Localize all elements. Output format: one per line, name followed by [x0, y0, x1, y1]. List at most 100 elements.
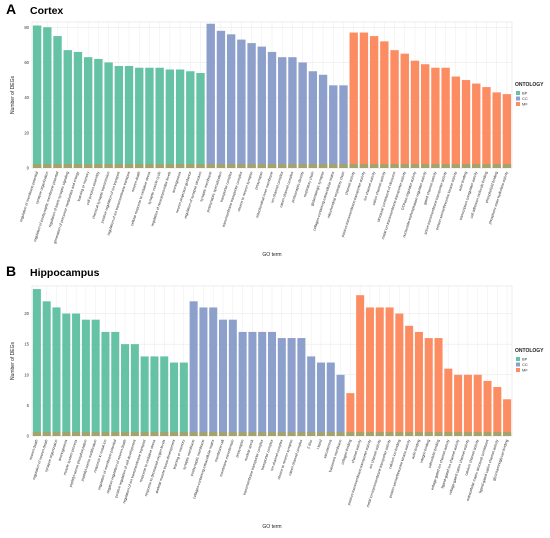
bar-base-strip [216, 164, 226, 168]
x-tick-label: passive transmembrane transporter activi… [347, 439, 372, 506]
bar-bp [145, 67, 154, 168]
x-tick-label: collagen binding [340, 439, 352, 465]
x-tick-label: sarcolemma [323, 439, 333, 459]
bar-base-strip [91, 432, 100, 436]
bar-base-strip [451, 164, 461, 168]
bar-mf [395, 313, 404, 436]
bar-bp [111, 331, 120, 436]
bar-mf [410, 60, 420, 169]
x-axis-title: GO term [262, 524, 281, 530]
bar-base-strip [267, 164, 277, 168]
bar-mf [502, 94, 512, 168]
bar-base-strip [101, 432, 110, 436]
bar-mf [390, 50, 399, 168]
cortex-bar-chart: 0 20 40 60 80 regulation of membrane potentia… [10, 21, 544, 258]
bar-base-strip [72, 432, 81, 436]
legend-swatch-mf [516, 102, 520, 106]
legend-swatch-mf [516, 368, 520, 372]
bar-base-strip [226, 164, 236, 168]
bar-base-strip [121, 432, 130, 436]
x-tick-label: channel activity [344, 171, 355, 196]
bar-bp [94, 58, 103, 168]
bar-base-strip [237, 164, 246, 168]
y-tick-label: 20 [24, 130, 29, 135]
legend-swatch-cc [516, 96, 520, 101]
bar-bp [72, 313, 81, 436]
bar-base-strip [145, 164, 154, 168]
legend-swatch-cc [516, 362, 520, 367]
bar-base-strip [150, 432, 159, 436]
legend-label: MF [522, 101, 528, 106]
bar-base-strip [308, 164, 318, 168]
bar-cc [277, 338, 286, 436]
y-tick-label: 20 [24, 311, 29, 316]
x-tick-label: presynapse [254, 171, 264, 190]
bar-base-strip [318, 164, 328, 168]
x-tick-label: regulation of membrane potential [19, 171, 39, 222]
x-tick-label: channel activity [351, 439, 362, 464]
bar-base-strip [160, 432, 169, 436]
bar-bp [63, 50, 72, 168]
bar-base-strip [73, 164, 83, 168]
bar-base-strip [482, 164, 491, 168]
bar-mf [503, 399, 512, 436]
legend-label: MF [522, 367, 528, 372]
bar-base-strip [288, 164, 297, 168]
bar-mf [483, 380, 492, 436]
bar-mf [375, 307, 384, 436]
bar-base-strip [405, 432, 414, 436]
bar-base-strip [114, 164, 123, 168]
bar-cc [298, 62, 307, 168]
x-tick-label: I band [316, 439, 323, 450]
y-tick-label: 80 [24, 25, 29, 30]
bar-mf [482, 87, 491, 168]
x-tick-label: axonogenesis [171, 171, 182, 194]
bar-bp [43, 27, 52, 168]
bar-base-strip [369, 164, 379, 168]
bar-base-strip [410, 164, 420, 168]
bar-base-strip [247, 164, 256, 168]
bar-base-strip [365, 432, 374, 436]
bar-base-strip [297, 432, 306, 436]
bar-mf [385, 307, 394, 436]
bar-mf [365, 307, 374, 436]
bar-base-strip [329, 164, 338, 168]
bar-cc [267, 51, 277, 169]
y-axis-title: Number of DEGs [10, 75, 16, 114]
bar-base-strip [278, 164, 287, 168]
panel-title-cortex: Cortex [30, 5, 63, 17]
bar-base-strip [336, 432, 345, 436]
bar-base-strip [298, 164, 307, 168]
bar-base-strip [63, 164, 72, 168]
bar-base-strip [94, 164, 103, 168]
bar-mf [356, 295, 365, 436]
bar-base-strip [414, 432, 423, 436]
bar-mf [451, 76, 461, 168]
bar-base-strip [473, 432, 482, 436]
bar-mf [444, 368, 453, 436]
bar-base-strip [472, 164, 481, 168]
bar-bp [52, 307, 61, 436]
bar-base-strip [130, 432, 139, 436]
bar-base-strip [189, 432, 198, 436]
bar-base-strip [395, 432, 404, 436]
bar-bp [32, 289, 41, 436]
bar-cc [206, 23, 215, 169]
bar-base-strip [140, 432, 149, 436]
bar-base-strip [83, 164, 93, 168]
bar-mf [346, 393, 355, 436]
bar-base-strip [186, 164, 195, 168]
bar-bp [32, 25, 42, 169]
x-tick-label: nuclear speck [244, 439, 255, 462]
bar-bp [170, 362, 179, 436]
x-tick-label: membrane raft [214, 439, 225, 462]
bar-cc [226, 34, 236, 169]
bar-mf [424, 338, 433, 436]
bar-cc [308, 71, 318, 168]
bar-base-strip [165, 164, 175, 168]
bar-base-strip [238, 432, 247, 436]
bar-mf [434, 338, 443, 436]
bar-base-strip [52, 432, 61, 436]
